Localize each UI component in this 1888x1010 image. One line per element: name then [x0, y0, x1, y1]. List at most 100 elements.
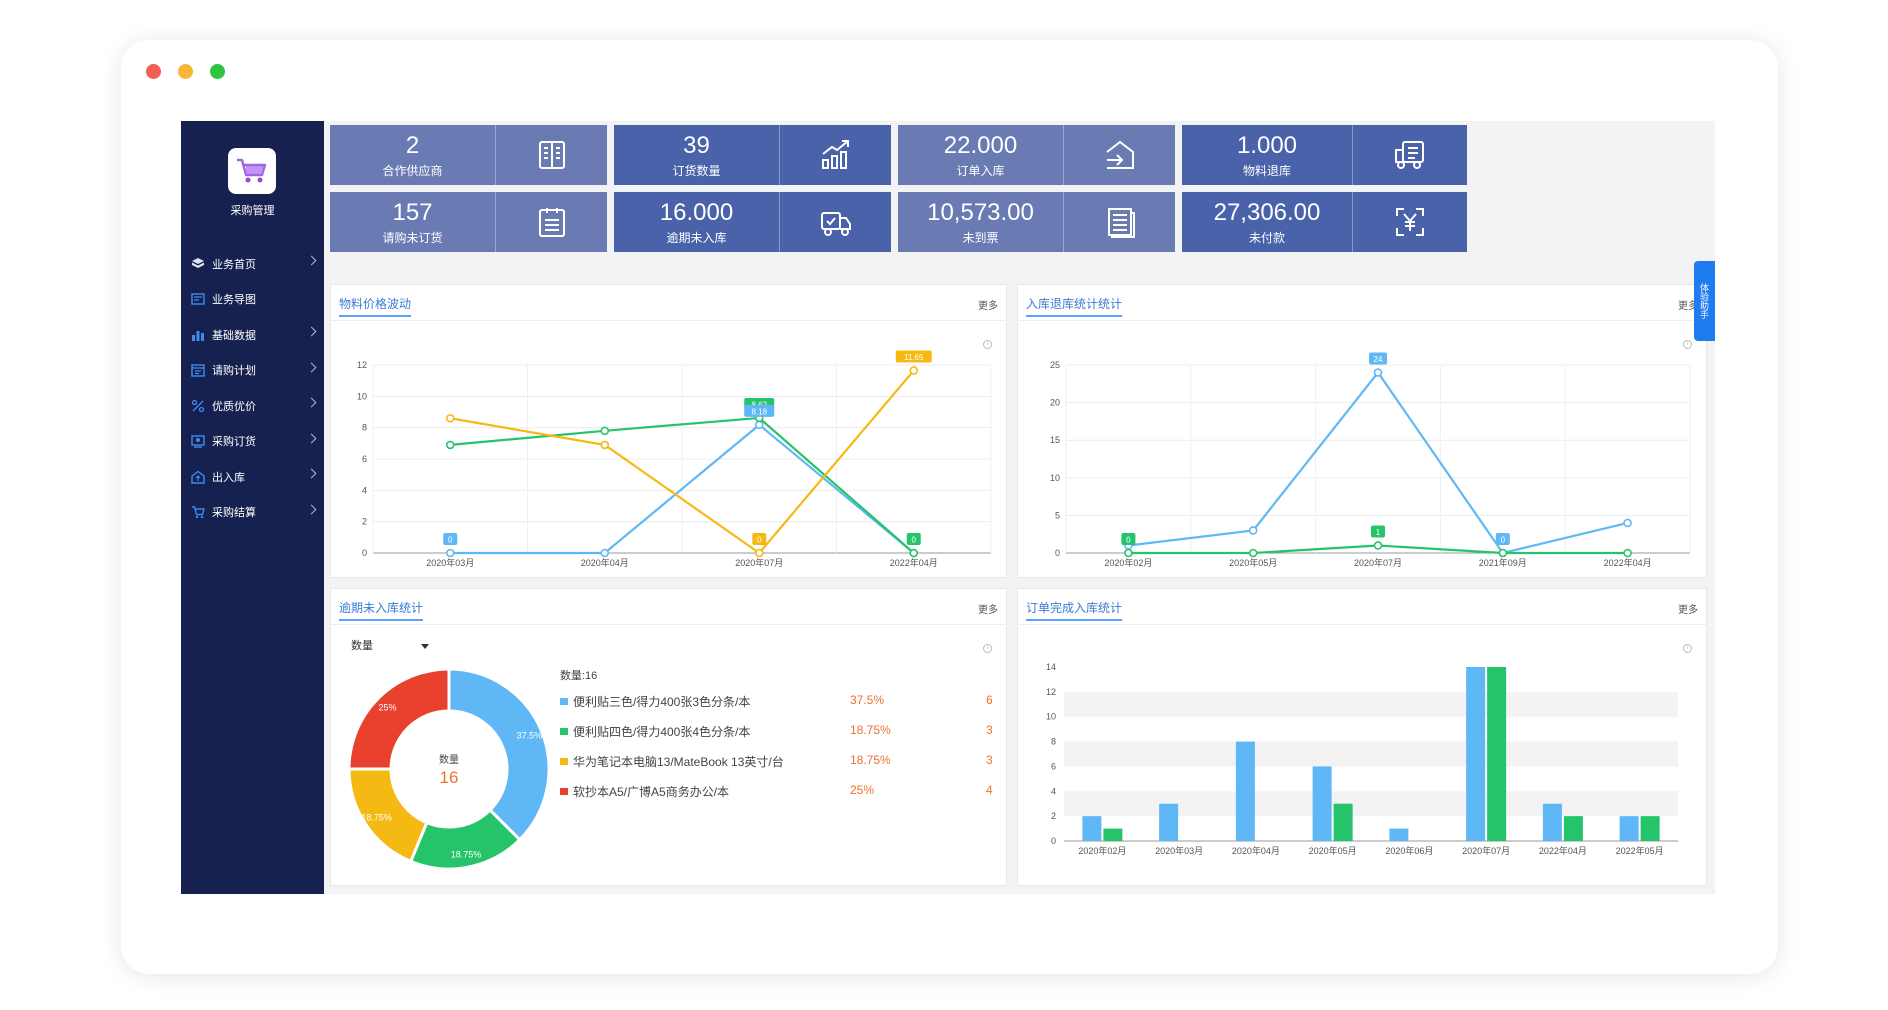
stat-card-2[interactable]: 22.000 订单入库	[898, 125, 1175, 185]
slice-label: 18.75%	[451, 849, 482, 859]
stat-value: 10,573.00	[927, 198, 1034, 226]
data-point	[445, 413, 455, 423]
x-tick-label: 2020年03月	[1155, 845, 1203, 856]
price-line-chart: 0 2 4 6 8 10 12 2020年03月 2020年04月 2020年07月 2022年04…	[357, 350, 992, 568]
percent-icon	[191, 399, 205, 413]
app-logo[interactable]	[228, 148, 276, 194]
more-link[interactable]: 更多	[978, 301, 998, 312]
data-label-bg	[1495, 533, 1510, 545]
cart-icon	[191, 505, 205, 519]
data-label-bg	[752, 533, 767, 545]
stat-label: 物料退库	[1242, 163, 1291, 178]
assistant-tab[interactable]: 体验助手	[1694, 261, 1715, 341]
legend-item[interactable]: 便利贴四色/得力400张4色分条/本 18.75% 3	[560, 723, 1000, 739]
grid-band	[1064, 691, 1678, 717]
bar-1	[1333, 803, 1353, 841]
data-label-bg	[1369, 352, 1387, 365]
chevron-right-icon	[306, 397, 317, 408]
stat-label: 未到票	[962, 230, 999, 245]
stat-card-6[interactable]: 10,573.00 未到票	[898, 192, 1175, 252]
stat-card-1[interactable]: 39 订货数量	[614, 125, 891, 185]
info-icon[interactable]: i	[983, 340, 992, 349]
stat-value: 27,306.00	[1213, 198, 1321, 226]
clipboard-icon	[538, 208, 565, 237]
close-window-button[interactable]	[146, 64, 161, 79]
sidebar-item-label: 基础数据	[212, 329, 256, 342]
document-list-icon	[1107, 208, 1135, 238]
sidebar-item-5[interactable]: 采购订货	[181, 424, 324, 460]
stat-card-7[interactable]: 27,306.00 未付款	[1182, 192, 1467, 252]
legend-item[interactable]: 软抄本A5/广博A5商务办公/本 25% 4	[560, 783, 1000, 799]
stat-value: 22.000	[943, 131, 1018, 159]
info-icon[interactable]: i	[1683, 644, 1692, 653]
y-tick-label: 0	[1055, 548, 1060, 558]
panel-title[interactable]: 物料价格波动	[339, 295, 412, 317]
sidebar-item-label: 业务首页	[212, 258, 256, 271]
sidebar-item-4[interactable]: 优质优价	[181, 388, 324, 424]
info-icon[interactable]: i	[983, 644, 992, 653]
sidebar-item-1[interactable]: 业务导图	[181, 282, 324, 318]
series-line-0	[450, 423, 915, 555]
maximize-window-button[interactable]	[210, 64, 225, 79]
data-point	[1248, 526, 1258, 535]
stat-value: 16.000	[659, 198, 734, 226]
more-link[interactable]: 更多	[1678, 605, 1698, 616]
minimize-window-button[interactable]	[178, 64, 193, 79]
legend-item[interactable]: 便利贴三色/得力400张3色分条/本 37.5% 6	[560, 693, 1000, 709]
donut-slice-0	[447, 667, 551, 842]
data-point	[600, 440, 610, 450]
stat-card-4[interactable]: 157 请购未订货	[330, 192, 607, 252]
x-tick-label: 2020年04月	[581, 557, 629, 568]
sidebar-item-0[interactable]: 业务首页	[181, 246, 324, 282]
metric-select[interactable]: 数量	[351, 637, 429, 653]
sidebar-item-2[interactable]: 基础数据	[181, 317, 324, 353]
x-tick-label: 2020年02月	[1104, 557, 1152, 568]
x-tick-label: 2020年07月	[735, 557, 783, 568]
panel-title[interactable]: 入库退库统计统计	[1026, 295, 1123, 317]
x-tick-label: 2022年04月	[1539, 845, 1587, 856]
x-tick-label: 2020年04月	[1232, 845, 1280, 856]
donut-slice-3	[347, 667, 451, 771]
legend-name: 华为笔记本电脑13/MateBook 13英寸/台	[573, 755, 784, 769]
sidebar-item-3[interactable]: 请购计划	[181, 353, 324, 389]
stat-value: 39	[683, 131, 710, 159]
data-point	[600, 426, 610, 436]
overdue-donut-chart: 37.5% 18.75% 18.75% 25% 数量 16	[347, 667, 551, 871]
y-tick-label: 10	[357, 391, 367, 401]
data-point	[1623, 548, 1632, 558]
sidebar-menu: 业务首页业务导图基础数据请购计划优质优价采购订货出入库采购结算	[181, 246, 324, 530]
sidebar-item-6[interactable]: 出入库	[181, 459, 324, 495]
bar-0	[1312, 766, 1332, 841]
sidebar-item-label: 出入库	[212, 471, 245, 484]
data-point	[1248, 548, 1258, 558]
legend-pct: 18.75%	[850, 723, 891, 737]
warehouse-icon	[191, 470, 205, 484]
delivery-truck-icon	[820, 212, 851, 236]
more-link[interactable]: 更多	[1678, 301, 1698, 312]
sidebar-item-7[interactable]: 采购结算	[181, 495, 324, 531]
legend-item[interactable]: 华为笔记本电脑13/MateBook 13英寸/台 18.75% 3	[560, 753, 1000, 769]
legend-count: 3	[986, 753, 993, 767]
panel-title[interactable]: 订单完成入库统计	[1026, 599, 1123, 621]
more-link[interactable]: 更多	[978, 605, 998, 616]
bar-0	[1542, 803, 1562, 841]
legend-pct: 25%	[850, 783, 875, 797]
bar-1	[1487, 667, 1507, 841]
stat-card-0[interactable]: 2 合作供应商	[330, 125, 607, 185]
series-line-2	[450, 369, 915, 555]
sidebar-item-label: 优质优价	[212, 400, 256, 413]
data-point	[754, 548, 764, 558]
info-icon[interactable]: i	[1683, 340, 1692, 349]
y-tick-label: 25	[1050, 360, 1060, 370]
app-logo-title: 采购管理	[230, 205, 275, 217]
stat-card-5[interactable]: 16.000 逾期未入库	[614, 192, 891, 252]
legend-title: 数量:16	[560, 670, 598, 682]
data-point	[754, 420, 764, 430]
panel-title[interactable]: 逾期未入库统计	[339, 599, 424, 621]
stat-label: 合作供应商	[382, 163, 443, 178]
cube-icon	[191, 257, 205, 271]
price-trend-panel: 物料价格波动 更多 i 0 2 4 6 8 10 12 2020年03月 2020年04月 202…	[330, 284, 1007, 578]
y-tick-label: 6	[362, 454, 367, 464]
legend-count: 4	[986, 783, 993, 797]
stat-card-3[interactable]: 1.000 物料退库	[1182, 125, 1467, 185]
